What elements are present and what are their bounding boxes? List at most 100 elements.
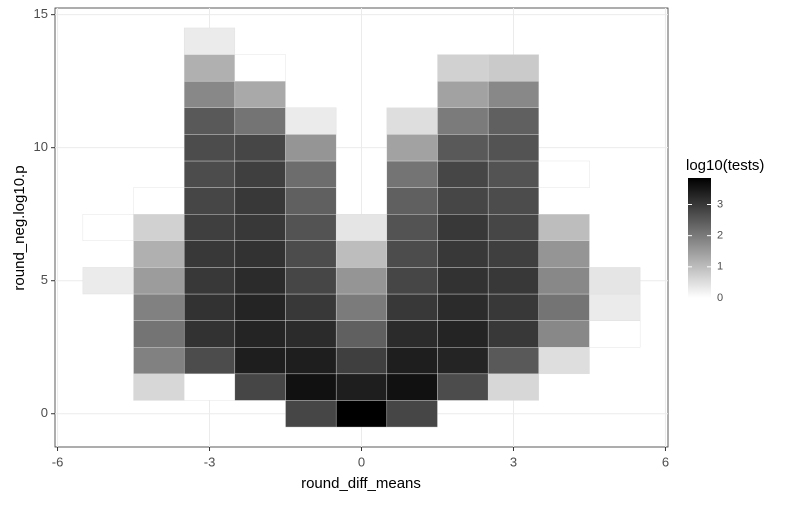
x-tick-label: -6 — [52, 454, 64, 469]
tile — [538, 347, 590, 375]
tile — [133, 240, 185, 268]
tile — [285, 293, 337, 321]
tile — [285, 187, 337, 215]
tile — [183, 107, 236, 135]
tile — [335, 213, 388, 242]
tile — [437, 187, 489, 215]
tile — [386, 373, 438, 401]
tile — [437, 293, 489, 321]
tile — [538, 267, 590, 295]
tile — [133, 373, 185, 401]
tile — [234, 54, 286, 82]
tile — [386, 400, 438, 428]
plot-layer — [55, 8, 668, 447]
tile — [234, 80, 286, 108]
tile — [234, 267, 286, 295]
x-tick-label: -3 — [204, 454, 216, 469]
legend-label: 1 — [717, 261, 723, 273]
tile — [133, 187, 185, 215]
tile — [183, 160, 236, 188]
tile — [437, 160, 489, 188]
tile — [335, 400, 388, 428]
tile — [234, 347, 286, 375]
tile — [335, 347, 388, 375]
tile — [487, 134, 540, 162]
tile — [183, 54, 236, 82]
tile — [437, 54, 489, 82]
tile — [82, 267, 134, 295]
tile — [437, 347, 489, 375]
tile — [285, 160, 337, 188]
tile — [437, 320, 489, 348]
tile — [285, 400, 337, 428]
tile — [234, 187, 286, 215]
tile — [487, 160, 540, 188]
tile — [487, 267, 540, 295]
y-tick-label: 15 — [34, 6, 48, 21]
y-axis-label: round_neg.log10.p — [11, 165, 28, 290]
tile — [487, 107, 540, 135]
tile — [234, 240, 286, 268]
tile — [538, 213, 590, 242]
tile — [285, 320, 337, 348]
tile — [285, 240, 337, 268]
tile — [487, 320, 540, 348]
tile — [487, 187, 540, 215]
x-tick-label: 6 — [662, 454, 669, 469]
x-axis-label: round_diff_means — [301, 475, 421, 492]
tile — [386, 107, 438, 135]
tile — [234, 293, 286, 321]
tile — [386, 213, 438, 242]
tile — [589, 293, 641, 321]
tile — [234, 107, 286, 135]
tile — [335, 267, 388, 295]
tile — [183, 187, 236, 215]
tile — [285, 267, 337, 295]
tile — [285, 373, 337, 401]
tile — [386, 160, 438, 188]
tile — [437, 134, 489, 162]
tile — [234, 320, 286, 348]
tile — [183, 320, 236, 348]
tile — [234, 213, 286, 242]
tile — [487, 54, 540, 82]
tile — [183, 347, 236, 375]
tile — [183, 213, 236, 242]
tile — [335, 240, 388, 268]
tile — [538, 293, 590, 321]
legend-label: 2 — [717, 230, 723, 242]
tile — [487, 213, 540, 242]
y-tick-label: 10 — [34, 139, 48, 154]
tile — [234, 134, 286, 162]
tile — [335, 320, 388, 348]
tile — [335, 373, 388, 401]
tile — [386, 267, 438, 295]
tile — [386, 320, 438, 348]
tile — [386, 240, 438, 268]
tile — [133, 293, 185, 321]
tile — [386, 347, 438, 375]
tile — [285, 107, 337, 135]
tile — [183, 267, 236, 295]
tile — [234, 160, 286, 188]
tile — [487, 373, 540, 401]
tile — [437, 240, 489, 268]
tile — [285, 213, 337, 242]
tile — [589, 320, 641, 348]
tile — [82, 213, 134, 242]
tile — [437, 267, 489, 295]
tile — [386, 293, 438, 321]
tile — [133, 320, 185, 348]
tile — [335, 293, 388, 321]
tile — [437, 213, 489, 242]
tile — [133, 267, 185, 295]
tile — [183, 27, 236, 55]
tile — [487, 293, 540, 321]
tile — [538, 240, 590, 268]
tile — [437, 107, 489, 135]
y-tick-label: 5 — [41, 272, 48, 287]
tile — [183, 293, 236, 321]
tile — [487, 240, 540, 268]
tile — [487, 80, 540, 108]
